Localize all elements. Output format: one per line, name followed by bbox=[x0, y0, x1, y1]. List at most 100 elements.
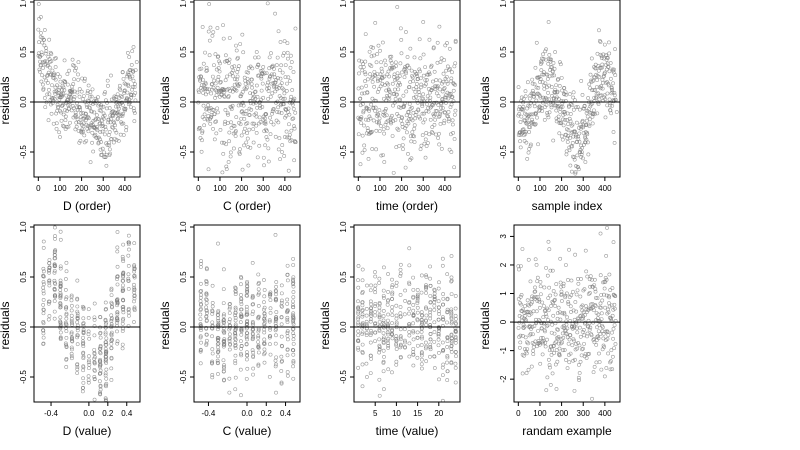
data-point bbox=[121, 274, 126, 278]
data-point bbox=[372, 73, 377, 77]
data-point bbox=[437, 78, 442, 83]
data-point bbox=[86, 329, 91, 334]
data-point bbox=[75, 326, 80, 330]
data-point bbox=[398, 314, 403, 319]
data-point bbox=[74, 120, 79, 125]
data-point bbox=[537, 297, 542, 302]
data-point bbox=[287, 132, 292, 137]
data-point bbox=[545, 110, 550, 115]
data-point bbox=[198, 361, 203, 366]
data-point bbox=[376, 77, 380, 82]
data-point bbox=[445, 320, 449, 325]
data-point bbox=[234, 43, 238, 48]
data-point bbox=[222, 90, 227, 94]
data-point bbox=[568, 92, 572, 97]
data-point bbox=[583, 160, 588, 164]
data-point bbox=[101, 111, 106, 116]
data-point bbox=[86, 129, 91, 134]
data-point bbox=[285, 301, 290, 306]
data-point bbox=[516, 325, 521, 330]
data-point bbox=[245, 279, 250, 284]
data-point bbox=[600, 86, 605, 91]
data-point bbox=[428, 276, 432, 281]
data-point bbox=[249, 82, 254, 86]
data-point bbox=[556, 341, 561, 346]
data-point bbox=[373, 274, 378, 279]
data-point bbox=[290, 117, 295, 121]
data-point bbox=[589, 56, 594, 61]
data-point bbox=[420, 133, 425, 138]
data-point bbox=[55, 72, 60, 77]
data-point bbox=[552, 331, 557, 336]
data-point bbox=[529, 112, 534, 117]
data-point bbox=[199, 328, 203, 333]
data-point bbox=[210, 347, 215, 352]
data-point bbox=[605, 337, 610, 341]
data-point bbox=[103, 371, 108, 376]
data-point bbox=[229, 120, 233, 125]
data-point bbox=[407, 330, 412, 334]
data-point bbox=[100, 129, 105, 134]
data-point bbox=[359, 121, 364, 126]
x-axis-title: sample index bbox=[532, 199, 603, 213]
data-point bbox=[210, 300, 215, 305]
data-point bbox=[240, 89, 245, 94]
data-point bbox=[540, 352, 545, 357]
data-point bbox=[39, 52, 44, 57]
data-point bbox=[376, 43, 381, 48]
data-point bbox=[41, 266, 46, 271]
data-point bbox=[57, 90, 61, 95]
data-point bbox=[103, 396, 108, 401]
data-point bbox=[415, 335, 420, 340]
data-point bbox=[610, 90, 615, 95]
data-point bbox=[561, 348, 565, 353]
data-point bbox=[271, 107, 276, 112]
data-point bbox=[445, 339, 450, 343]
data-point bbox=[92, 368, 97, 372]
data-point bbox=[212, 63, 216, 68]
data-point bbox=[115, 300, 120, 305]
y-tick-label: 3 bbox=[499, 234, 508, 239]
x-tick-label: 0 bbox=[36, 184, 41, 193]
data-point bbox=[114, 95, 119, 99]
data-point bbox=[404, 124, 409, 128]
data-point bbox=[369, 328, 373, 333]
data-point bbox=[549, 85, 554, 89]
data-point bbox=[587, 277, 592, 282]
x-tick-label: 100 bbox=[533, 409, 547, 418]
data-point bbox=[262, 360, 267, 365]
data-point bbox=[222, 378, 226, 383]
data-point bbox=[245, 290, 250, 295]
data-point bbox=[293, 140, 298, 144]
data-point bbox=[441, 71, 446, 76]
data-point bbox=[567, 116, 572, 121]
data-point bbox=[368, 72, 372, 77]
data-point bbox=[399, 51, 404, 56]
data-point bbox=[611, 326, 616, 331]
data-point bbox=[69, 319, 74, 324]
plot-frame bbox=[353, 224, 461, 403]
data-point bbox=[399, 38, 404, 42]
data-point bbox=[363, 72, 368, 77]
data-point bbox=[103, 325, 108, 330]
data-point bbox=[120, 254, 125, 259]
data-point bbox=[262, 330, 267, 335]
data-point bbox=[449, 102, 454, 107]
data-point bbox=[203, 81, 208, 86]
data-point bbox=[591, 88, 596, 92]
data-point bbox=[41, 288, 46, 293]
data-point bbox=[558, 280, 563, 285]
data-point bbox=[419, 351, 424, 356]
y-tick-label: 1 bbox=[499, 291, 508, 296]
data-point bbox=[572, 324, 577, 329]
data-point bbox=[92, 360, 97, 365]
data-point bbox=[360, 278, 365, 283]
data-point bbox=[556, 327, 560, 332]
data-point bbox=[379, 153, 384, 158]
data-point bbox=[575, 288, 580, 293]
data-point bbox=[572, 157, 577, 162]
data-point bbox=[453, 294, 458, 298]
data-point bbox=[377, 347, 382, 351]
x-tick-label: 400 bbox=[598, 409, 612, 418]
data-point bbox=[547, 363, 552, 367]
